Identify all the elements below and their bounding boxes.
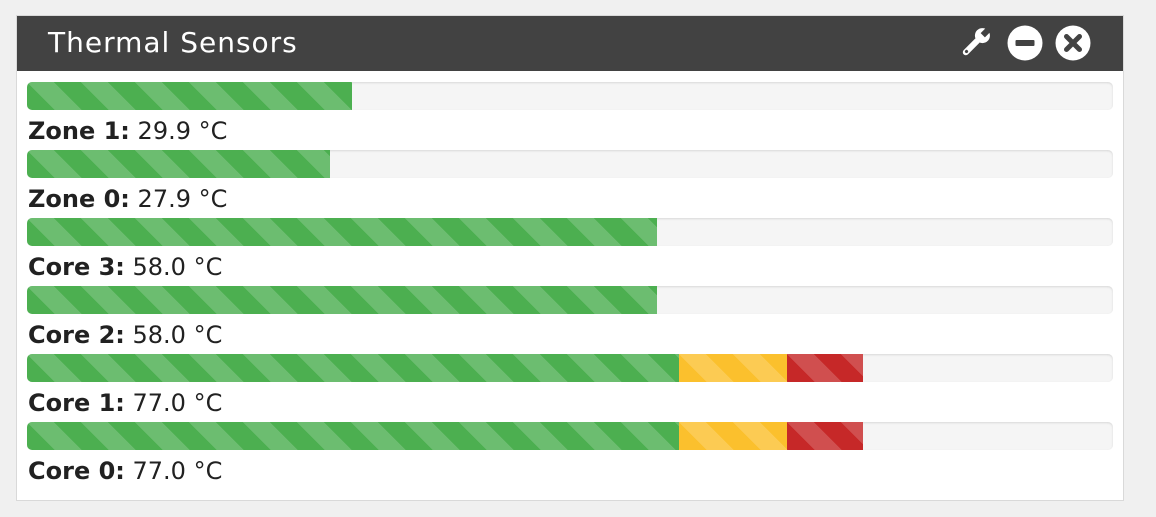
temperature-bar-danger-segment: [787, 354, 864, 382]
widget-header: Thermal Sensors: [17, 16, 1123, 71]
temperature-bar-danger-segment: [787, 422, 864, 450]
temperature-bar-success-segment: [27, 422, 679, 450]
sensor-row: Core 3: 58.0 °C: [27, 218, 1113, 286]
temperature-bar-success-segment: [27, 354, 679, 382]
temperature-bar: [27, 218, 1113, 246]
close-icon[interactable]: [1054, 24, 1092, 62]
wrench-icon[interactable]: [956, 24, 994, 62]
sensor-name: Core 2:: [28, 321, 125, 349]
minimize-icon[interactable]: [1006, 24, 1044, 62]
temperature-bar: [27, 286, 1113, 314]
temperature-bar: [27, 354, 1113, 382]
temperature-bar: [27, 150, 1113, 178]
sensor-name: Core 0:: [28, 457, 125, 485]
temperature-bar-success-segment: [27, 218, 657, 246]
sensor-row: Core 1: 77.0 °C: [27, 354, 1113, 422]
sensor-name: Zone 1:: [28, 117, 130, 145]
sensor-label: Core 3: 58.0 °C: [28, 252, 222, 282]
sensor-value: 27.9 °C: [137, 185, 228, 213]
temperature-bar-warning-segment: [678, 354, 788, 382]
sensor-row: Core 0: 77.0 °C: [27, 422, 1113, 490]
temperature-bar: [27, 82, 1113, 110]
sensor-label: Zone 0: 27.9 °C: [28, 184, 227, 214]
sensor-label: Core 2: 58.0 °C: [28, 320, 222, 350]
sensor-row: Core 2: 58.0 °C: [27, 286, 1113, 354]
sensor-list: Zone 1: 29.9 °C Zone 0: 27.9 °C Core 3: 58…: [27, 82, 1113, 490]
sensor-label: Zone 1: 29.9 °C: [28, 116, 227, 146]
sensor-value: 77.0 °C: [132, 457, 223, 485]
sensor-row: Zone 1: 29.9 °C: [27, 82, 1113, 150]
sensor-name: Core 3:: [28, 253, 125, 281]
sensor-label: Core 1: 77.0 °C: [28, 388, 222, 418]
sensor-value: 58.0 °C: [132, 321, 223, 349]
temperature-bar-success-segment: [27, 82, 352, 110]
sensor-value: 58.0 °C: [132, 253, 223, 281]
sensor-value: 29.9 °C: [137, 117, 228, 145]
widget-title: Thermal Sensors: [48, 26, 298, 59]
temperature-bar: [27, 422, 1113, 450]
thermal-sensors-widget: Thermal Sensors Zone 1: 29.9 °C Zone 0: 2…: [16, 15, 1124, 501]
temperature-bar-success-segment: [27, 286, 657, 314]
sensor-name: Zone 0:: [28, 185, 130, 213]
sensor-label: Core 0: 77.0 °C: [28, 456, 222, 486]
temperature-bar-success-segment: [27, 150, 330, 178]
sensor-name: Core 1:: [28, 389, 125, 417]
sensor-row: Zone 0: 27.9 °C: [27, 150, 1113, 218]
sensor-value: 77.0 °C: [132, 389, 223, 417]
temperature-bar-warning-segment: [678, 422, 788, 450]
